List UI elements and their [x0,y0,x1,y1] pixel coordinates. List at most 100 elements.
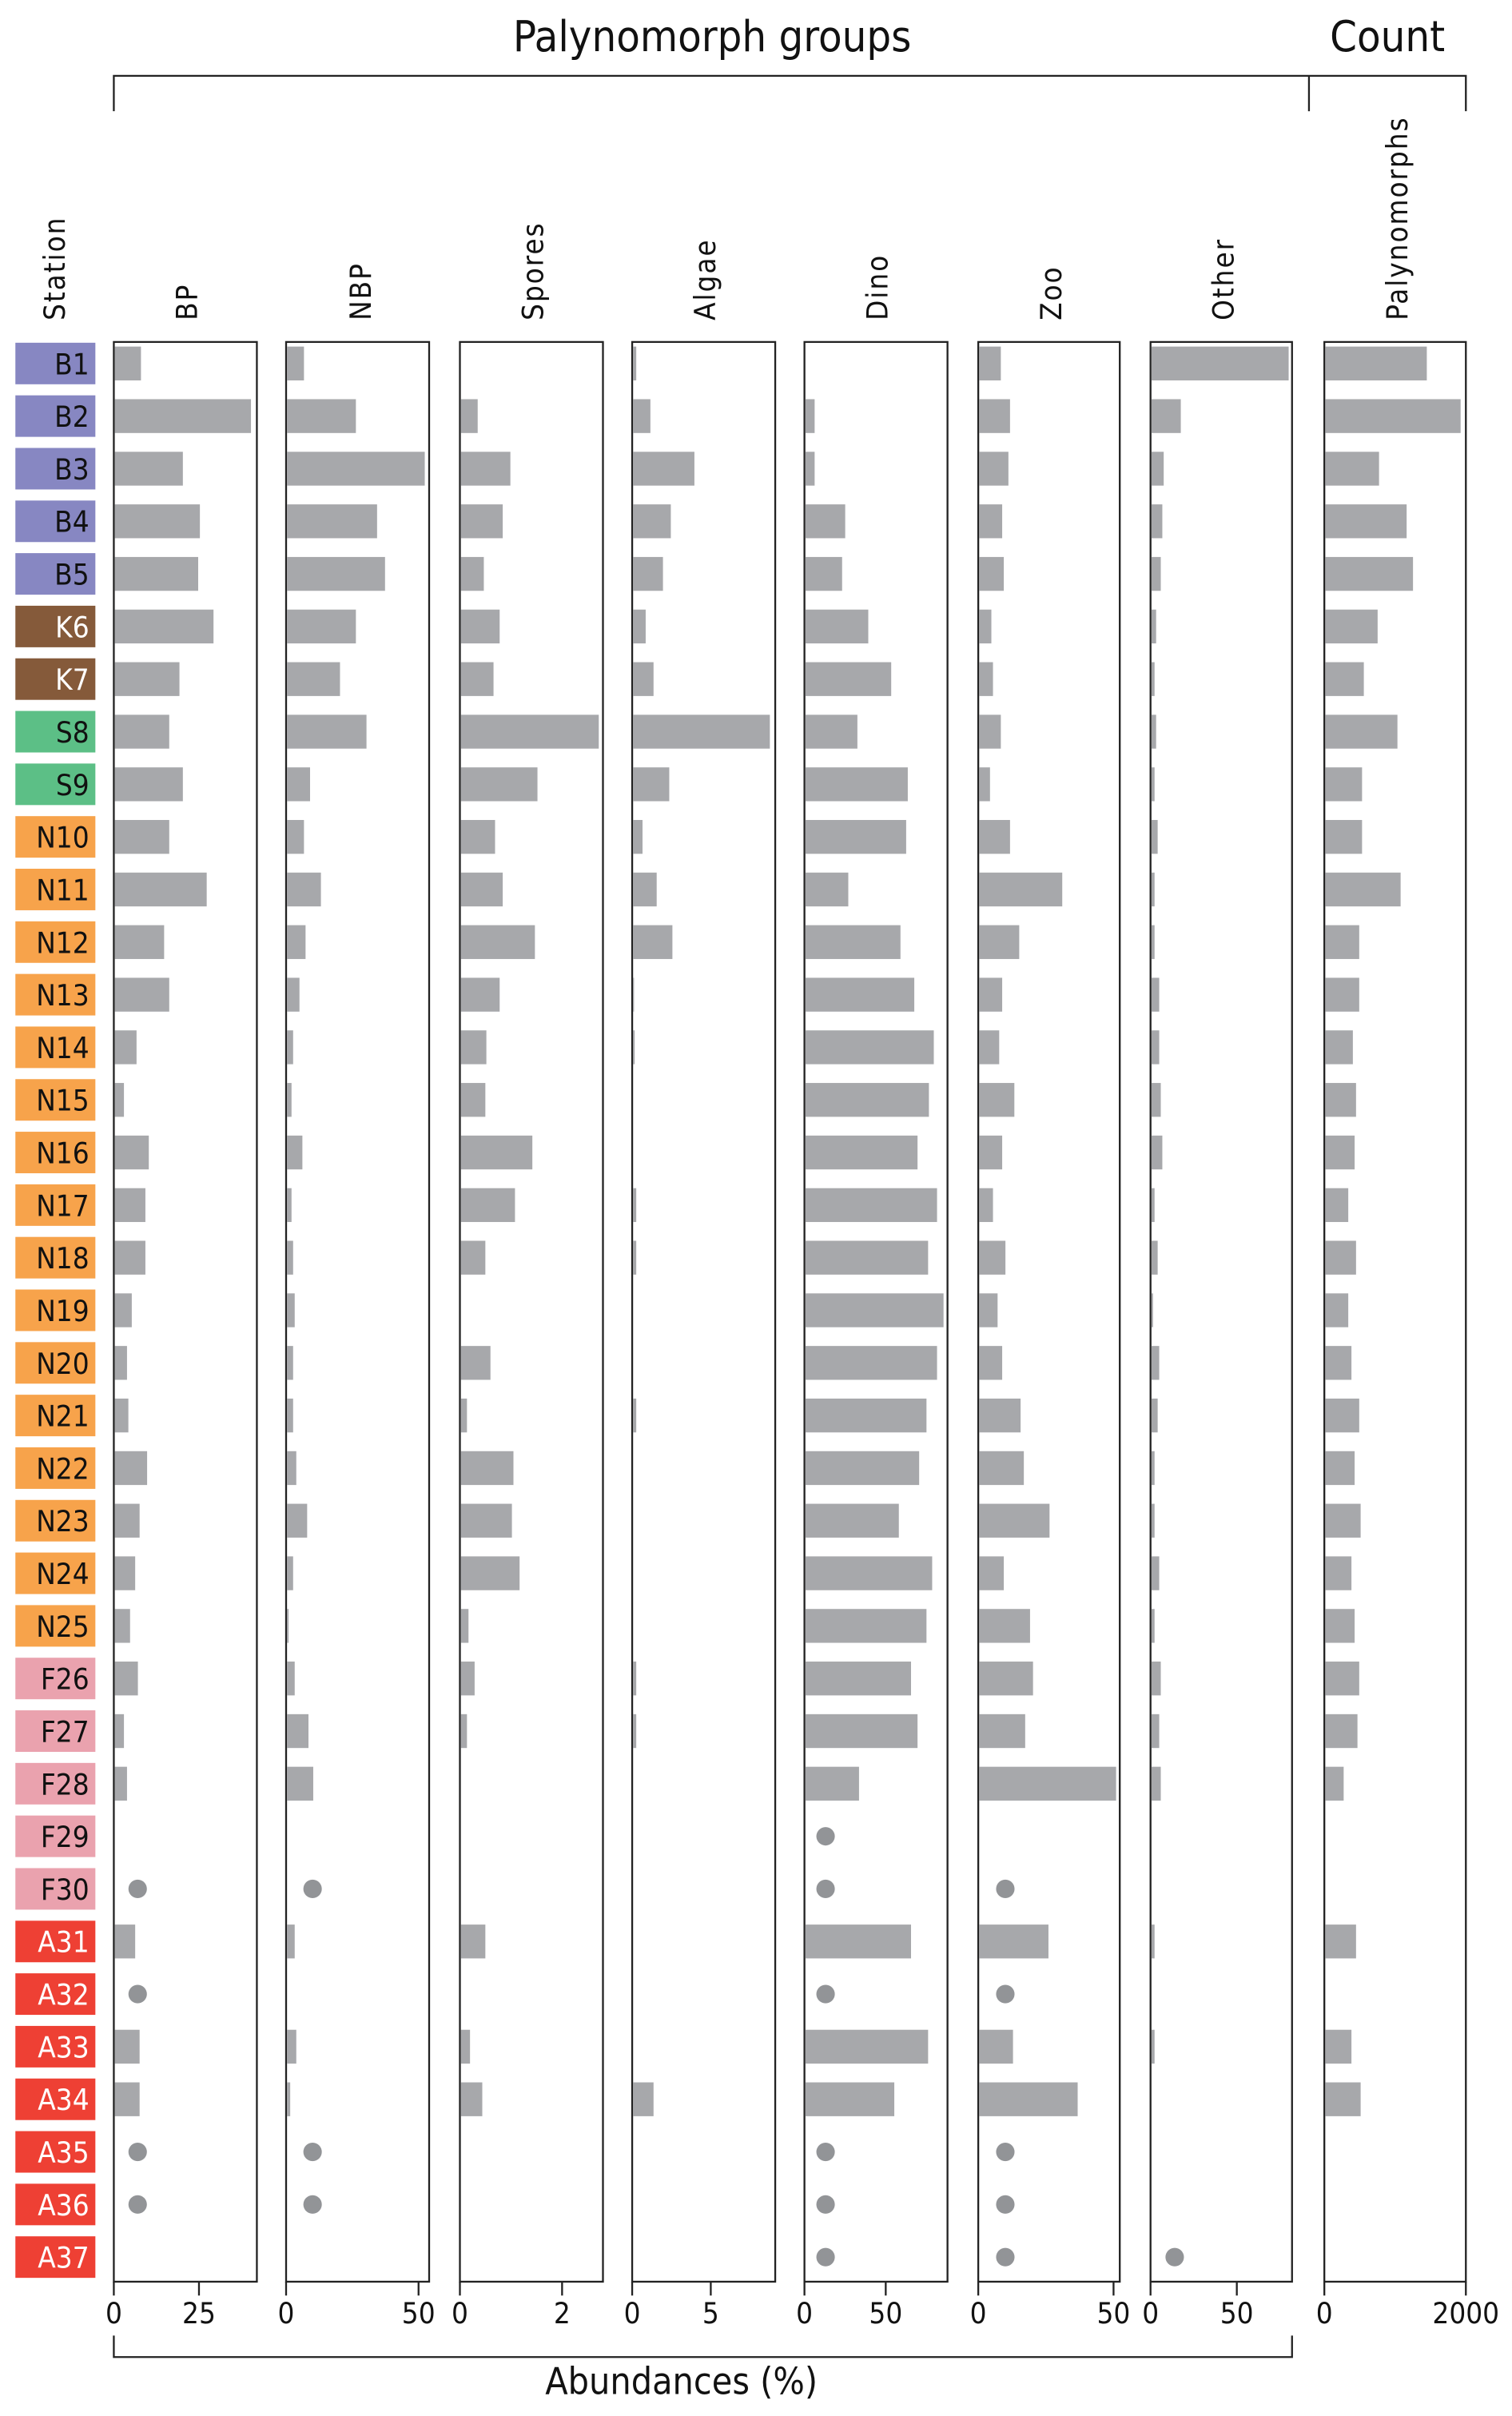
bar-F27 [1325,1713,1358,1749]
bar-B5 [460,556,484,591]
dot-marker-A37 [996,2247,1015,2267]
bar-S8 [460,714,599,749]
station-badge-N23 [15,1499,96,1542]
bar-F28 [114,1766,127,1801]
bar-K7 [1325,662,1364,696]
bar-N21 [1325,1398,1359,1433]
bar-B5 [1325,556,1414,591]
bar-F26 [633,1662,637,1696]
bar-B3 [979,452,1009,486]
bar-N10 [287,819,304,854]
bar-N14 [1151,1030,1160,1065]
bar-A31 [1151,1924,1155,1959]
bar-N22 [979,1451,1025,1486]
bar-S9 [1325,767,1363,802]
bar-N23 [1325,1503,1361,1538]
bar-N19 [287,1293,295,1327]
bar-N12 [1151,925,1155,959]
bar-B1 [979,346,1001,381]
bar-N23 [114,1503,140,1538]
bar-N23 [287,1503,308,1538]
bar-A31 [805,1924,911,1959]
bar-N20 [805,1346,937,1380]
bar-N22 [460,1451,514,1486]
bar-N17 [1325,1188,1349,1223]
bar-N11 [1151,872,1155,907]
station-label: S9 [56,768,90,802]
bar-A31 [287,1924,295,1959]
bar-B1 [1325,346,1427,381]
bar-F28 [805,1766,859,1801]
station-badge-N10 [15,816,96,858]
dot-marker-A35 [816,2142,835,2162]
bar-N25 [805,1609,927,1643]
station-badge-A36 [15,2183,96,2226]
bar-K6 [1325,609,1378,644]
station-badge-B4 [15,500,96,543]
bar-N24 [979,1556,1005,1590]
bar-N10 [1325,819,1363,854]
bar-N21 [287,1398,293,1433]
station-label: N16 [36,1136,89,1171]
bar-N16 [979,1135,1003,1170]
station-label: F30 [41,1873,90,1907]
bar-F27 [633,1713,637,1749]
bar-N10 [979,819,1010,854]
top-bracket [113,74,1467,112]
x-tick-label: 0 [624,2296,641,2330]
bar-B5 [114,556,199,591]
bar-B2 [633,399,651,433]
bar-N19 [979,1293,998,1327]
station-badge-K6 [15,605,96,647]
bar-F26 [1151,1662,1161,1696]
bar-N11 [1325,872,1401,907]
x-tick-label: 25 [182,2296,216,2330]
station-badge-A37 [15,2236,96,2279]
bar-F28 [979,1766,1116,1801]
bar-N18 [287,1240,293,1275]
bar-F28 [1325,1766,1344,1801]
bar-B4 [1151,504,1163,539]
bottom-bracket [113,2335,1293,2358]
bar-N17 [287,1188,292,1223]
station-badge-F28 [15,1762,96,1805]
station-label: B2 [54,400,89,434]
chart-title: Palynomorph groups [513,11,912,62]
bar-N12 [114,925,165,959]
bar-N12 [287,925,306,959]
bar-K6 [287,609,356,644]
bar-N18 [1151,1240,1158,1275]
bar-N21 [460,1398,468,1433]
station-badge-A33 [15,2025,96,2068]
panel-nbp: NBP 0 50 [278,262,436,2330]
dot-marker-A35 [996,2142,1015,2162]
bar-K6 [805,609,869,644]
bar-A33 [805,2029,929,2064]
bar-A34 [633,2082,654,2116]
bar-A33 [460,2029,471,2064]
bar-N24 [805,1556,933,1590]
station-badge-N20 [15,1342,96,1384]
bar-N13 [805,977,915,1012]
x-tick-label: 0 [1142,2296,1159,2330]
bar-N25 [460,1609,469,1643]
station-badge-A31 [15,1920,96,1963]
bar-B2 [287,399,356,433]
bar-B2 [1151,399,1181,433]
x-tick-label: 0 [452,2296,468,2330]
x-tick-label: 50 [1096,2296,1130,2330]
station-badge-F29 [15,1815,96,1857]
dot-marker-A36 [996,2195,1015,2214]
bar-N14 [460,1030,487,1065]
station-labels: B1 B2 B3 B4 B5 K6 K7 S8 S9 N10 N11 N12 N13 N14 N15 N16 N… [15,342,96,2279]
bar-N10 [460,819,495,854]
bar-F27 [460,1713,468,1749]
panel-frame [631,340,777,2283]
bar-B3 [460,452,511,486]
bar-N18 [460,1240,486,1275]
dot-marker-A32 [816,1984,835,2004]
bar-F26 [287,1662,295,1696]
station-label: B1 [54,347,89,381]
bar-B4 [633,504,671,539]
bar-B1 [1151,346,1289,381]
